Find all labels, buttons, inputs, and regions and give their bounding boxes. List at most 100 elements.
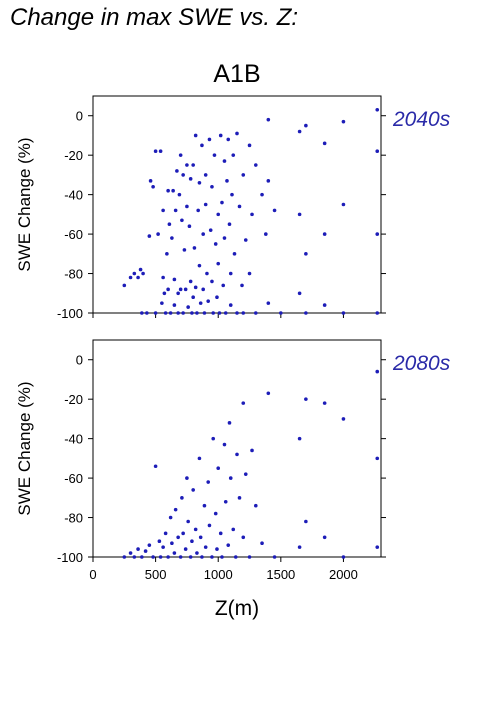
data-point <box>193 285 198 290</box>
data-point <box>191 163 195 167</box>
data-point <box>322 232 327 236</box>
y-axis-label: SWE Change (%) <box>15 137 34 271</box>
data-point <box>223 499 228 504</box>
data-point <box>185 476 189 480</box>
data-point <box>266 117 271 122</box>
data-point <box>264 232 268 236</box>
data-point <box>260 541 264 545</box>
data-point <box>140 311 144 315</box>
data-point <box>203 545 208 549</box>
data-point <box>163 311 168 315</box>
data-point <box>253 311 258 315</box>
data-point <box>226 543 231 547</box>
data-point <box>228 271 233 276</box>
data-point <box>297 129 302 134</box>
data-point <box>177 192 182 197</box>
data-point <box>322 141 327 146</box>
data-point <box>243 238 248 242</box>
data-point <box>198 301 203 305</box>
x-tick-label: 1000 <box>204 567 233 582</box>
data-point <box>165 252 169 256</box>
y-tick-label: -100 <box>57 550 83 565</box>
data-point <box>176 535 180 540</box>
data-point <box>240 283 244 288</box>
data-point <box>211 436 216 441</box>
data-point <box>272 208 277 213</box>
data-point <box>341 417 346 421</box>
x-axis-label: Z(m) <box>215 597 259 620</box>
data-point <box>185 163 189 167</box>
data-point <box>172 551 177 555</box>
data-point <box>218 133 223 138</box>
data-point <box>141 271 145 276</box>
y-tick-label: -60 <box>64 471 83 486</box>
data-point <box>197 181 202 185</box>
data-point <box>183 287 188 292</box>
data-point <box>176 311 180 315</box>
data-point <box>185 204 189 209</box>
data-point <box>166 555 170 559</box>
data-point <box>197 456 202 461</box>
data-point <box>161 545 165 549</box>
data-point <box>180 496 184 500</box>
scenario-title: A1B <box>213 60 260 88</box>
data-point <box>227 222 232 227</box>
data-point <box>156 232 160 236</box>
period-label: 2040s <box>392 108 451 131</box>
data-point <box>207 523 212 528</box>
data-point <box>235 131 239 136</box>
data-point <box>206 299 210 303</box>
data-point <box>203 202 208 207</box>
data-point <box>210 184 214 189</box>
data-point <box>170 236 174 240</box>
data-point <box>250 212 254 217</box>
data-point <box>217 311 222 315</box>
data-point <box>140 555 144 559</box>
data-point <box>188 177 193 181</box>
data-point <box>341 311 346 315</box>
data-point <box>213 511 218 516</box>
data-point <box>148 179 153 183</box>
data-point <box>153 464 158 469</box>
data-point <box>235 311 239 315</box>
data-point <box>182 248 187 252</box>
data-point <box>211 311 216 315</box>
data-point <box>225 179 229 183</box>
data-point <box>208 228 213 232</box>
data-point <box>128 275 133 280</box>
data-point <box>304 123 308 128</box>
data-point <box>341 555 346 559</box>
data-point <box>222 236 227 240</box>
y-tick-label: -20 <box>64 148 83 163</box>
data-point <box>176 291 180 296</box>
period-label: 2080s <box>392 352 451 375</box>
data-point <box>241 311 246 315</box>
data-point <box>178 153 183 157</box>
plot-frame <box>92 339 382 558</box>
data-point <box>190 311 194 315</box>
data-point <box>206 480 210 484</box>
data-point <box>170 541 174 545</box>
data-point <box>297 545 302 549</box>
data-point <box>151 555 155 559</box>
x-tick-label: 2000 <box>329 567 358 582</box>
data-point <box>247 143 252 148</box>
data-point <box>212 153 217 157</box>
data-point <box>221 283 226 288</box>
data-point <box>375 311 380 315</box>
data-point <box>215 295 219 300</box>
data-point <box>132 555 137 559</box>
data-point <box>201 287 205 292</box>
data-point <box>172 303 177 307</box>
data-point <box>253 503 258 508</box>
data-point <box>202 503 207 508</box>
data-point <box>161 275 165 280</box>
data-point <box>223 311 228 315</box>
data-point <box>322 535 327 540</box>
panel-2040s: 0 -20 -40 -60 -80 -100 SWE Change (%) 2040s <box>15 95 451 321</box>
data-point <box>202 311 207 315</box>
data-point <box>297 436 302 441</box>
data-point <box>375 369 380 374</box>
data-point <box>250 448 254 453</box>
data-point <box>195 551 199 555</box>
